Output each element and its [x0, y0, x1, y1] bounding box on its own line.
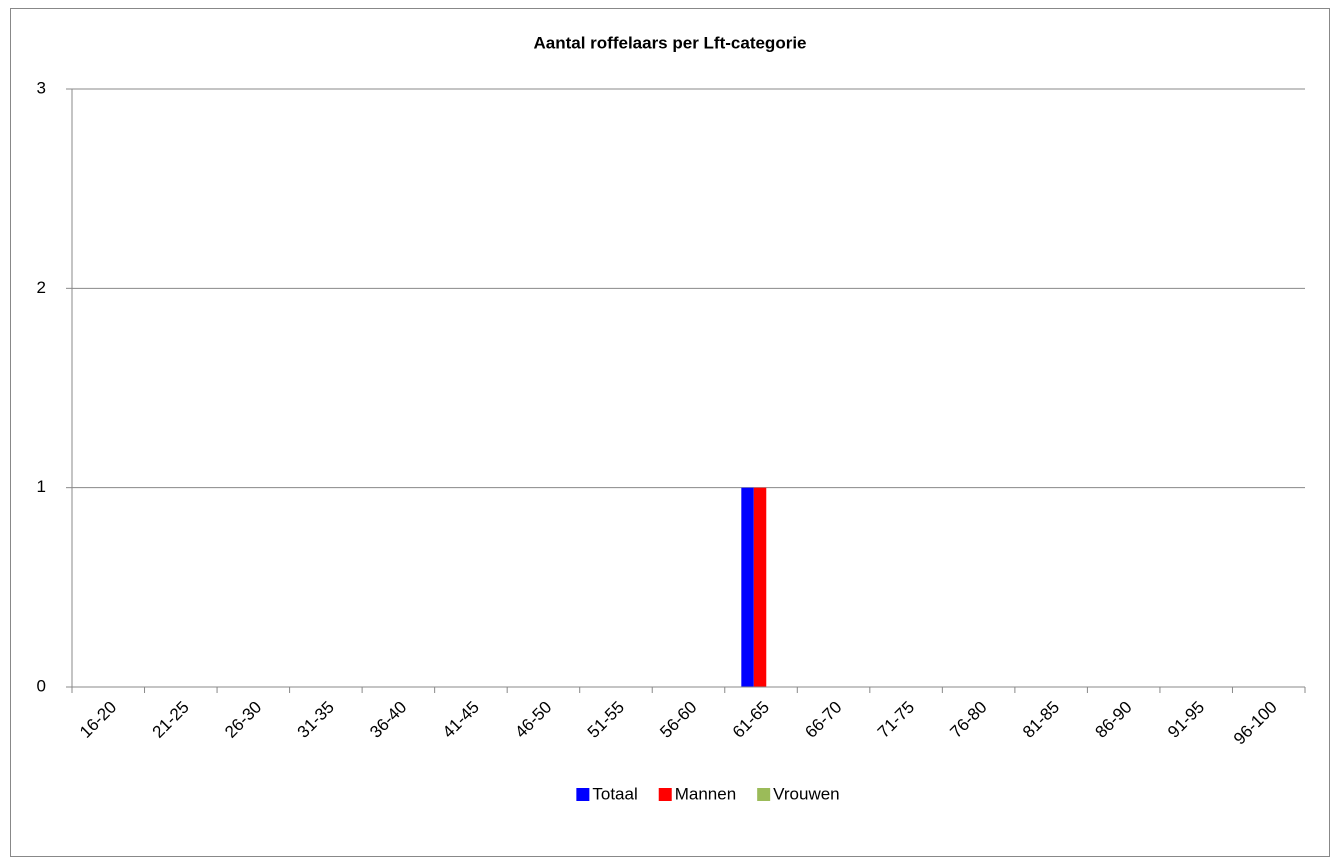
y-tick-label: 2	[37, 278, 46, 297]
legend-swatch	[658, 788, 672, 801]
bar	[753, 487, 767, 687]
bar	[741, 487, 754, 687]
y-tick-label: 1	[37, 477, 46, 496]
legend-label: Totaal	[592, 784, 637, 803]
y-tick-label: 3	[37, 78, 46, 97]
legend-swatch	[757, 788, 771, 801]
chart-border	[10, 8, 1330, 857]
chart-title: Aantal roffelaars per Lft-categorie	[533, 33, 806, 52]
legend-label: Mannen	[675, 784, 736, 803]
legend-label: Vrouwen	[773, 784, 839, 803]
y-tick-label: 0	[37, 676, 46, 695]
legend-swatch	[576, 788, 590, 801]
